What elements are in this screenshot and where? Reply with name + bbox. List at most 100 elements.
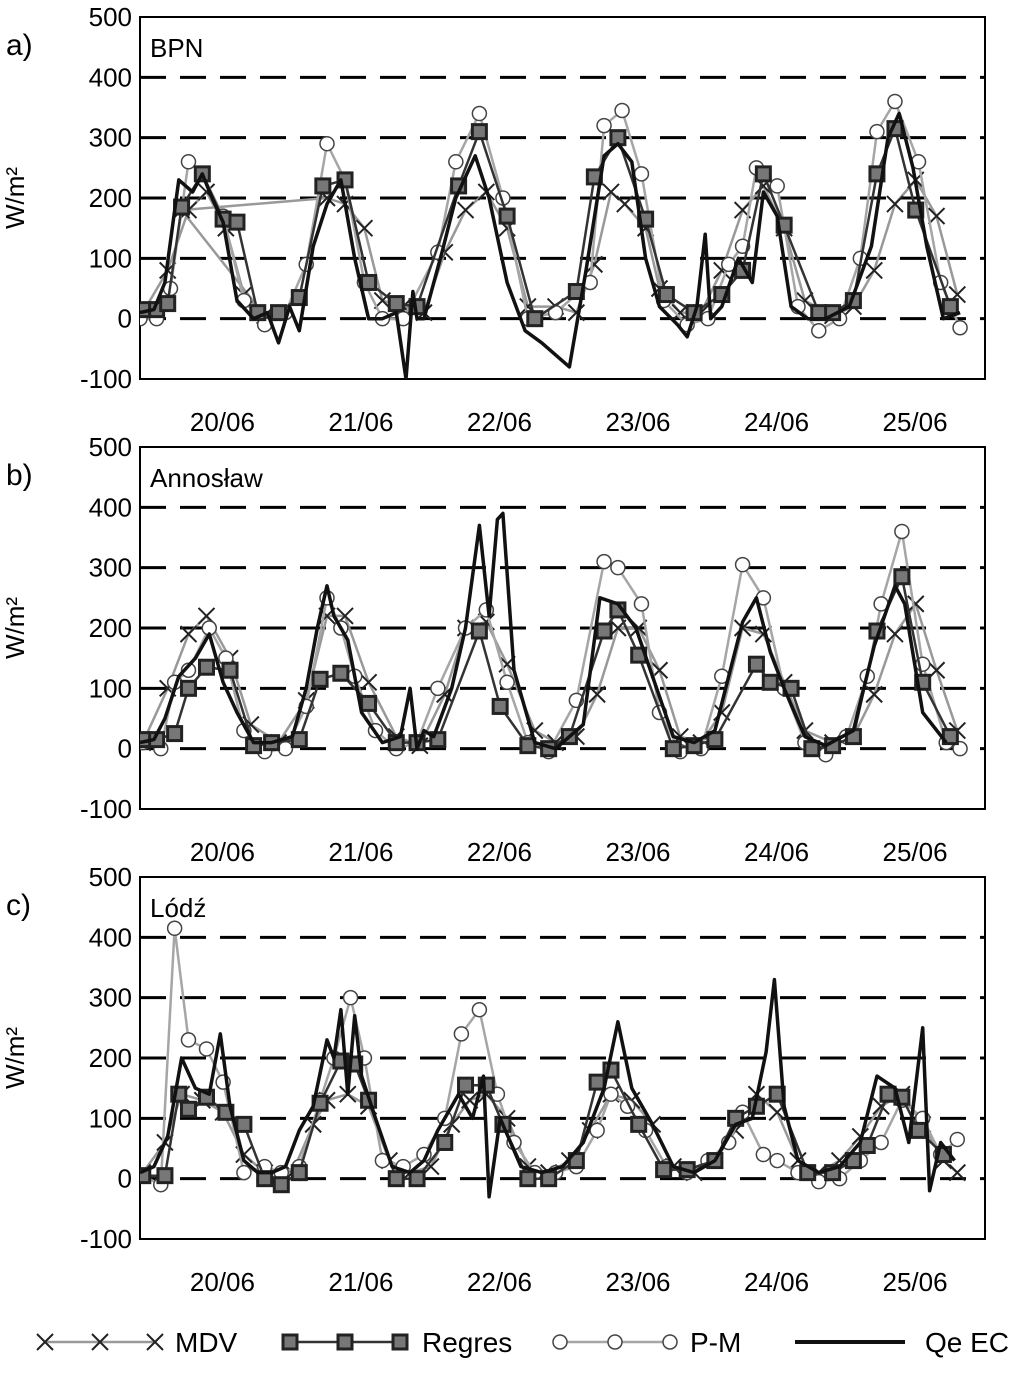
- point-p-m: [180, 154, 197, 170]
- point-mdv: [948, 1163, 967, 1182]
- point-regres: [941, 298, 959, 316]
- point-regres: [655, 1161, 673, 1179]
- point-regres: [197, 658, 215, 676]
- station-name: Annosław: [150, 463, 263, 493]
- point-p-m: [769, 178, 785, 194]
- y-tick-label: -100: [80, 1224, 132, 1254]
- series-group: [140, 93, 968, 379]
- point-regres: [893, 568, 911, 586]
- x-tick-label: 24/06: [744, 1267, 809, 1297]
- point-mdv: [179, 625, 198, 643]
- x-tick-label: 23/06: [605, 407, 670, 437]
- y-tick-label: 200: [89, 183, 132, 213]
- panel-0: -100 0 100 200 300 400 500 20/06 21/06 22/06 23/06…: [0, 2, 986, 437]
- y-tick-label: 200: [89, 1043, 132, 1073]
- y-tick-label: 300: [89, 553, 132, 583]
- point-p-m: [198, 1041, 215, 1057]
- y-tick-label: 100: [89, 1103, 132, 1133]
- y-axis-label: W/m²: [0, 1027, 30, 1089]
- y-tick-label: 300: [89, 983, 132, 1013]
- legend-label: MDV: [175, 1327, 238, 1358]
- y-tick-label: 0: [118, 304, 132, 334]
- y-tick-label: 500: [89, 862, 132, 892]
- point-regres: [491, 697, 509, 715]
- series-line-regres: [142, 575, 952, 750]
- point-p-m: [734, 556, 751, 573]
- point-regres: [754, 165, 772, 183]
- legend-marker: [281, 1333, 299, 1351]
- legend-marker: [146, 1333, 164, 1351]
- y-tick-label: -100: [80, 364, 132, 394]
- point-mdv: [865, 685, 883, 704]
- point-regres: [360, 273, 378, 291]
- point-p-m: [949, 1131, 966, 1148]
- point-regres: [159, 295, 177, 313]
- point-regres: [858, 1136, 876, 1154]
- point-p-m: [166, 920, 183, 937]
- y-tick-label: -100: [80, 794, 132, 824]
- point-p-m: [769, 1152, 785, 1169]
- point-regres: [457, 1076, 475, 1094]
- point-p-m: [430, 680, 446, 697]
- point-p-m: [614, 102, 630, 119]
- point-regres: [311, 670, 329, 688]
- point-p-m: [610, 559, 626, 576]
- x-tick-label: 22/06: [467, 837, 532, 867]
- x-tick-label: 25/06: [882, 1267, 947, 1297]
- chart-panels: -100 0 100 200 300 400 500 20/06 21/06 22/06 23/06…: [0, 2, 986, 1297]
- point-mdv: [355, 219, 374, 237]
- point-mdv: [886, 625, 904, 643]
- x-tick-label: 23/06: [605, 837, 670, 867]
- point-p-m: [448, 154, 464, 170]
- point-regres: [664, 740, 682, 758]
- point-p-m: [887, 93, 903, 110]
- x-tick-label: 22/06: [467, 1267, 532, 1297]
- legend-marker: [91, 1333, 109, 1351]
- series-line-qe-ec: [140, 511, 948, 751]
- series-line-qe-ec: [140, 111, 961, 379]
- panel-2: -100 0 100 200 300 400 500 20/06 21/06 22/06 23/06…: [0, 862, 986, 1297]
- point-regres: [156, 1167, 174, 1185]
- y-tick-label: 400: [89, 922, 132, 952]
- point-regres: [657, 286, 675, 304]
- point-p-m: [499, 674, 515, 691]
- point-regres: [332, 664, 350, 682]
- y-tick-label: 100: [89, 673, 132, 703]
- y-tick-label: 300: [89, 123, 132, 153]
- series-line-mdv: [141, 602, 959, 747]
- point-p-m: [453, 1026, 470, 1042]
- point-p-m: [342, 989, 359, 1006]
- point-mdv: [927, 661, 946, 679]
- station-name: Lódź: [150, 893, 206, 923]
- x-tick-label: 22/06: [467, 407, 532, 437]
- series-group: [140, 511, 968, 763]
- point-regres: [272, 1176, 290, 1194]
- x-tick-label: 20/06: [190, 837, 255, 867]
- point-p-m: [811, 322, 827, 339]
- point-regres: [910, 1121, 928, 1139]
- legend-marker: [607, 1334, 623, 1350]
- point-mdv: [886, 195, 904, 213]
- point-p-m: [894, 523, 910, 540]
- point-regres: [588, 1073, 606, 1091]
- x-tick-label: 23/06: [605, 1267, 670, 1297]
- y-tick-label: 100: [89, 243, 132, 273]
- station-name: BPN: [150, 33, 203, 63]
- point-regres: [235, 1115, 253, 1133]
- y-tick-label: 400: [89, 492, 132, 522]
- point-mdv: [865, 261, 883, 280]
- point-regres: [470, 123, 488, 141]
- point-p-m: [596, 553, 612, 570]
- point-p-m: [952, 319, 968, 336]
- point-mdv: [602, 183, 620, 201]
- point-regres: [179, 1100, 197, 1118]
- legend-marker: [336, 1333, 354, 1351]
- point-p-m: [869, 123, 885, 140]
- point-regres: [387, 295, 405, 313]
- point-regres: [290, 1164, 308, 1182]
- point-regres: [879, 1085, 897, 1103]
- point-regres: [387, 1170, 405, 1188]
- point-regres: [140, 1167, 152, 1185]
- point-regres: [519, 1170, 537, 1188]
